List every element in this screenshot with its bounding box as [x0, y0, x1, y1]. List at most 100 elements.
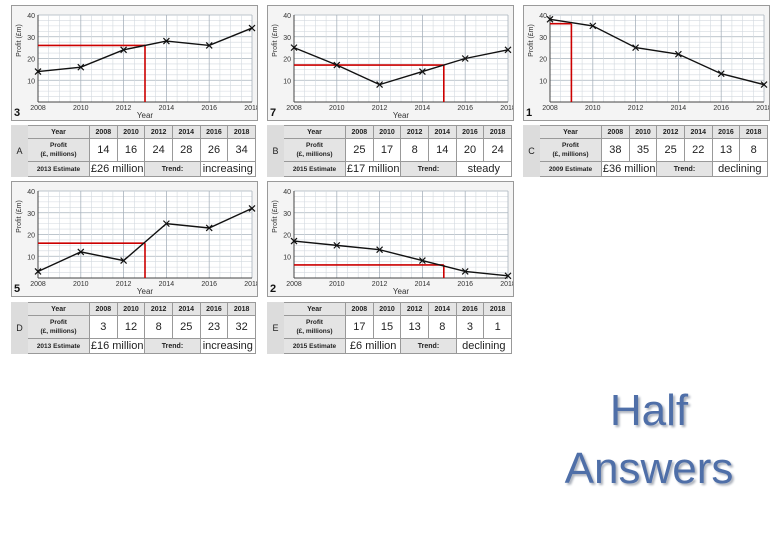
x-tick-label: 2016 [713, 105, 729, 112]
data-point [760, 81, 768, 89]
data-point [376, 246, 384, 254]
data-point [461, 268, 469, 275]
y-tick-label: 30 [539, 35, 547, 42]
estimate-value: £26 million [88, 161, 146, 177]
profit-header: Profit (£, millions) [283, 138, 346, 162]
data-table-d: D Year 2008 2010 2012 2014 2016 2018 Pro… [11, 302, 257, 354]
x-tick-label: 2018 [756, 105, 769, 112]
y-tick-label: 20 [539, 57, 547, 64]
profit-cell: 20 [455, 138, 485, 162]
trend-value: declining [455, 338, 513, 354]
year-cell: 2018 [227, 125, 256, 139]
profit-cell: 13 [400, 315, 429, 339]
profit-cell: 17 [372, 138, 402, 162]
data-point [418, 257, 426, 265]
x-tick-label: 2014 [159, 281, 175, 288]
table-letter: A [11, 125, 28, 177]
profit-cell: 8 [144, 315, 173, 339]
trend-value: steady [455, 161, 513, 177]
data-point [504, 46, 512, 54]
profit-label: Profit [306, 142, 323, 149]
x-tick-label: 2012 [372, 105, 388, 112]
year-cell: 2008 [89, 302, 118, 316]
year-cell: 2014 [171, 302, 201, 316]
profit-unit: (£, millions) [40, 328, 77, 335]
half-answers-label: Half Answers [540, 382, 758, 498]
profit-header: Profit (£, millions) [27, 315, 90, 339]
y-tick-label: 20 [283, 57, 291, 64]
data-point [34, 268, 42, 275]
estimate-value: £17 million [344, 161, 402, 177]
x-tick-label: 2012 [116, 281, 132, 288]
y-tick-label: 30 [283, 211, 291, 218]
x-tick-label: 2018 [500, 281, 513, 288]
x-tick-label: 2008 [286, 105, 302, 112]
data-point [162, 37, 170, 45]
profit-cell: 1 [483, 315, 512, 339]
profit-label: Profit [562, 142, 579, 149]
x-tick-label: 2018 [500, 105, 513, 112]
year-cell: 2014 [683, 125, 713, 139]
estimate-label: 2013 Estimate [27, 161, 90, 177]
data-point [717, 70, 725, 78]
year-cell: 2008 [601, 125, 630, 139]
data-point [333, 61, 341, 69]
x-tick-label: 2012 [116, 105, 132, 112]
data-point [248, 24, 256, 32]
y-tick-label: 10 [283, 78, 291, 85]
estimate-label: 2013 Estimate [27, 338, 90, 354]
profit-cell: 3 [89, 315, 118, 339]
half-answers-line1: Half [609, 386, 689, 435]
data-point [290, 44, 298, 52]
y-tick-label: 30 [27, 35, 35, 42]
y-tick-label: 20 [27, 57, 35, 64]
data-table-b: B Year 2008 2010 2012 2014 2016 2018 Pro… [267, 125, 513, 177]
estimate-value: £16 million [88, 338, 146, 354]
profit-cell: 17 [345, 315, 374, 339]
card-number: 2 [270, 283, 276, 295]
y-tick-label: 10 [283, 254, 291, 261]
card-number: 3 [14, 107, 20, 119]
data-table-c: C Year 2008 2010 2012 2014 2016 2018 Pro… [523, 125, 769, 177]
y-axis-label: Profit (£m) [528, 24, 535, 57]
profit-unit: (£, millions) [296, 151, 333, 158]
profit-cell: 16 [116, 138, 146, 162]
y-tick-label: 10 [539, 78, 547, 85]
profit-cell: 32 [227, 315, 256, 339]
data-point [461, 55, 469, 62]
chart-card-e: 10 20 30 40 2008 2010 2012 2014 2016 2018 Profit (… [267, 181, 514, 297]
profit-header: Profit (£, millions) [27, 138, 90, 162]
profit-cell: 34 [227, 138, 256, 162]
y-tick-label: 20 [283, 233, 291, 240]
profit-cell: 8 [427, 315, 457, 339]
profit-cell: 24 [483, 138, 512, 162]
profit-header: Profit (£, millions) [539, 138, 602, 162]
data-point [248, 204, 256, 212]
year-cell: 2018 [739, 125, 768, 139]
x-axis-label: Year [137, 111, 154, 120]
x-tick-label: 2014 [415, 281, 431, 288]
data-point [418, 68, 426, 75]
trend-value: increasing [199, 338, 257, 354]
profit-cell: 35 [628, 138, 658, 162]
profit-cell: 24 [144, 138, 173, 162]
profit-label: Profit [306, 319, 323, 326]
line-chart: 10 20 30 40 2008 2010 2012 2014 2016 2018 Profit (… [526, 13, 769, 119]
year-cell: 2016 [199, 125, 229, 139]
profit-cell: 8 [739, 138, 768, 162]
year-header: Year [27, 302, 90, 316]
trend-label: Trend: [144, 161, 201, 177]
y-tick-label: 40 [27, 13, 35, 20]
year-cell: 2008 [345, 125, 374, 139]
trend-value: declining [711, 161, 769, 177]
half-answers-line2: Answers [564, 444, 734, 493]
data-point [674, 50, 682, 58]
y-axis-label: Profit (£m) [272, 200, 279, 233]
profit-cell: 38 [601, 138, 630, 162]
y-tick-label: 10 [27, 78, 35, 85]
data-point [632, 44, 640, 52]
year-cell: 2012 [144, 302, 173, 316]
trend-label: Trend: [144, 338, 201, 354]
data-table-e: E Year 2008 2010 2012 2014 2016 2018 Pro… [267, 302, 513, 354]
x-tick-label: 2014 [671, 105, 687, 112]
